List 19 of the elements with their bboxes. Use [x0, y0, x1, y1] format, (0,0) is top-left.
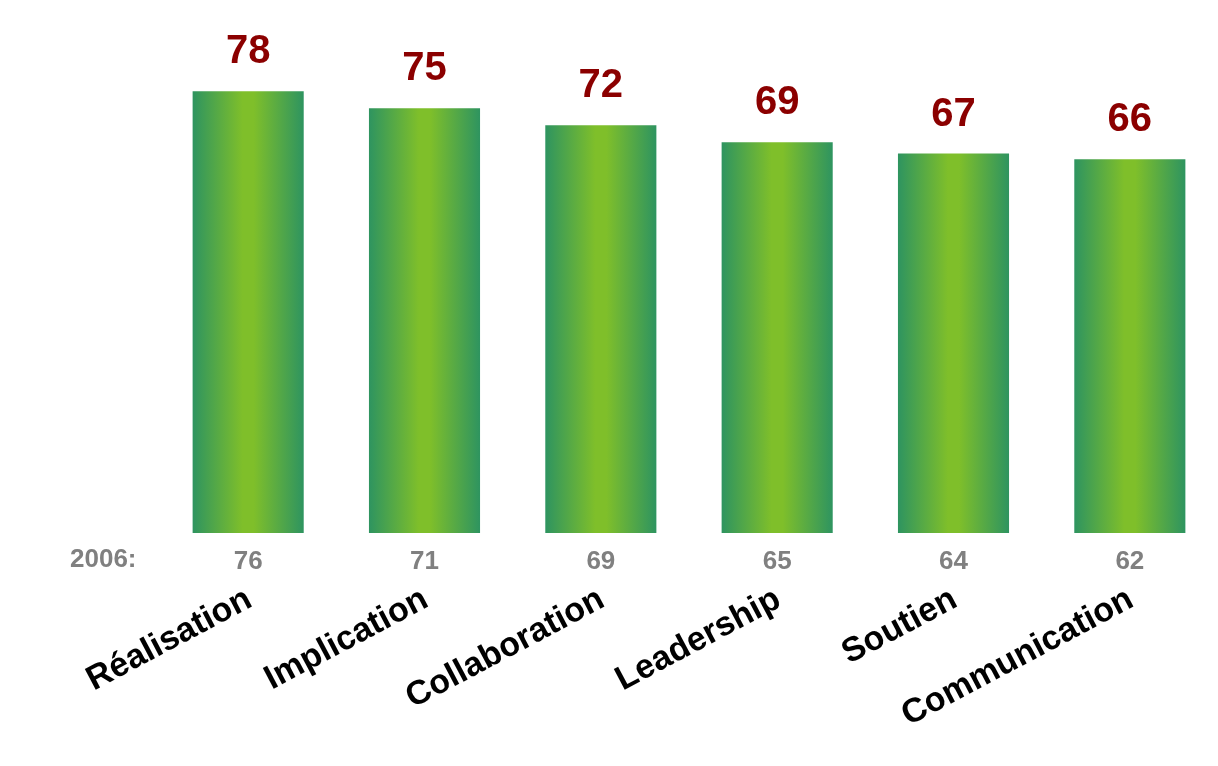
text: 64	[939, 545, 969, 575]
bar	[1074, 159, 1186, 533]
text: 65	[762, 545, 792, 575]
bar	[192, 91, 304, 533]
text: 71	[410, 545, 439, 575]
data-label: 69	[754, 78, 800, 123]
data-label: 75	[402, 44, 447, 89]
text: 69	[586, 545, 616, 575]
text: 76	[233, 545, 263, 575]
bar	[721, 142, 833, 533]
data-label: 67	[931, 89, 976, 134]
bar	[368, 108, 481, 533]
bar	[545, 125, 657, 533]
data-label: 72	[578, 61, 624, 106]
bar	[897, 153, 1010, 533]
data-label: 78	[225, 27, 271, 72]
data-label: 66	[1107, 95, 1153, 140]
text: 2006:	[70, 543, 137, 573]
text: 62	[1115, 545, 1145, 575]
